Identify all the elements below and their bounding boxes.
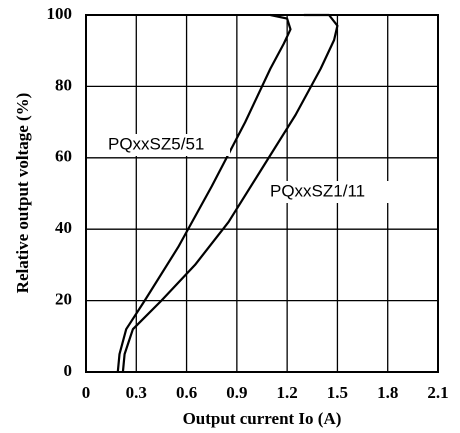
y-tick-label: 0: [64, 361, 73, 380]
y-tick-label: 40: [55, 218, 72, 237]
x-tick-label: 1.5: [327, 383, 348, 402]
x-tick-label: 2.1: [427, 383, 448, 402]
series-label: PQxxSZ5/51: [108, 134, 204, 153]
y-tick-label: 100: [47, 4, 73, 23]
curve: [121, 13, 339, 373]
plot-frame: [85, 14, 439, 373]
x-tick-label: 1.2: [277, 383, 298, 402]
x-tick-label: 1.8: [377, 383, 398, 402]
x-tick-label: 0: [82, 383, 91, 402]
x-tick-label: 0.9: [226, 383, 247, 402]
x-tick-label: 0.6: [176, 383, 197, 402]
label-background: [106, 134, 230, 156]
label-background: [268, 181, 392, 203]
y-tick-label: 60: [55, 147, 72, 166]
series-label: PQxxSZ1/11: [270, 181, 365, 200]
y-tick-label: 20: [55, 290, 72, 309]
x-tick-label: 0.3: [126, 383, 147, 402]
x-axis-label: Output current Io (A): [183, 409, 342, 428]
y-axis-label: Relative output voltage (%): [13, 93, 32, 294]
y-tick-label: 80: [55, 75, 72, 94]
